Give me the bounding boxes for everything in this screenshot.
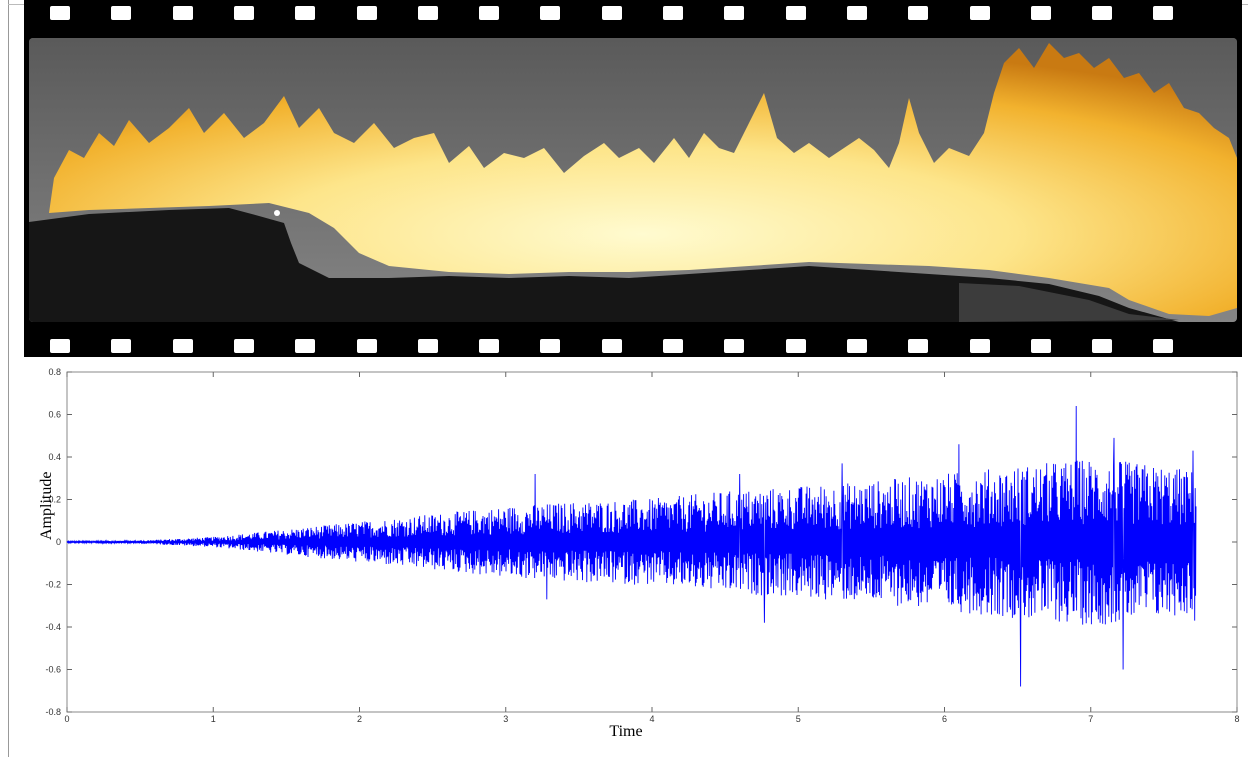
sprocket-hole [846,339,867,353]
sprocket-hole [50,6,70,20]
x-tick-label: 5 [796,714,801,724]
sprocket-row-top [24,6,1242,24]
sprocket-hole [479,339,500,353]
sprocket-hole [50,339,70,353]
grey-ground-patch [959,283,1179,322]
x-tick-label: 4 [649,714,654,724]
sprocket-hole [1092,339,1113,353]
sprocket-hole [601,6,622,20]
x-tick-label: 6 [942,714,947,724]
sprocket-hole [785,6,806,20]
sprocket-hole [1092,6,1113,20]
sprocket-hole [233,339,254,353]
sprocket-hole [846,6,867,20]
x-tick-label: 2 [357,714,362,724]
page-left-rule [8,0,9,757]
sprocket-hole [479,6,500,20]
sprocket-hole [540,6,561,20]
fire-photo-frame [29,38,1237,322]
dark-foreground [29,208,1179,322]
sprocket-hole [601,339,622,353]
sprocket-hole [908,339,929,353]
sprocket-hole [172,339,193,353]
y-tick-label: 0 [56,537,61,547]
sprocket-hole [663,339,683,353]
flame-front [49,43,1237,316]
y-tick-label: -0.2 [45,580,61,590]
sprocket-hole [356,339,377,353]
y-tick-label: 0.4 [48,452,61,462]
film-strip-image [24,0,1242,357]
x-tick-label: 3 [503,714,508,724]
sprocket-hole [111,339,132,353]
chart-svg: 0 1 2 3 4 5 6 7 8 -0.8 -0.6 -0.4 -0.2 0 0.2 0.4 0.6 0.8 [45,367,1239,724]
sprocket-hole [172,6,193,20]
sprocket-hole [724,6,745,20]
amplitude-chart: 0 1 2 3 4 5 6 7 8 -0.8 -0.6 -0.4 -0.2 0 0.2 0.4 0.6 0.8 T… [0,362,1252,757]
sprocket-hole [1153,6,1174,20]
sprocket-hole [969,6,990,20]
sprocket-hole [1030,339,1051,353]
sprocket-hole [233,6,254,20]
sprocket-row-bottom [24,339,1242,357]
y-tick-label: 0.2 [48,495,61,505]
sprocket-hole [295,339,316,353]
y-tick-label: 0.6 [48,410,61,420]
bright-spot [274,210,280,216]
x-axis-label: Time [609,723,643,740]
series-line-amplitude [66,405,1197,687]
x-tick-label: 0 [64,714,69,724]
y-tick-label: 0.8 [48,367,61,377]
y-tick-label: -0.8 [45,707,61,717]
sprocket-hole [295,6,316,20]
y-axis-label: Amplitude [38,471,55,540]
sprocket-hole [1153,339,1174,353]
y-tick-label: -0.6 [45,665,61,675]
x-tick-label: 7 [1088,714,1093,724]
fire-scene [29,38,1237,322]
x-tick-label: 8 [1234,714,1239,724]
sprocket-hole [540,339,561,353]
sprocket-hole [908,6,929,20]
sprocket-hole [785,339,806,353]
x-tick-label: 1 [211,714,216,724]
sprocket-hole [356,6,377,20]
sprocket-hole [1030,6,1051,20]
sprocket-hole [724,339,745,353]
sprocket-hole [417,6,438,20]
sprocket-hole [969,339,990,353]
sprocket-hole [417,339,438,353]
y-tick-label: -0.4 [45,622,61,632]
sprocket-hole [111,6,132,20]
sprocket-hole [663,6,683,20]
